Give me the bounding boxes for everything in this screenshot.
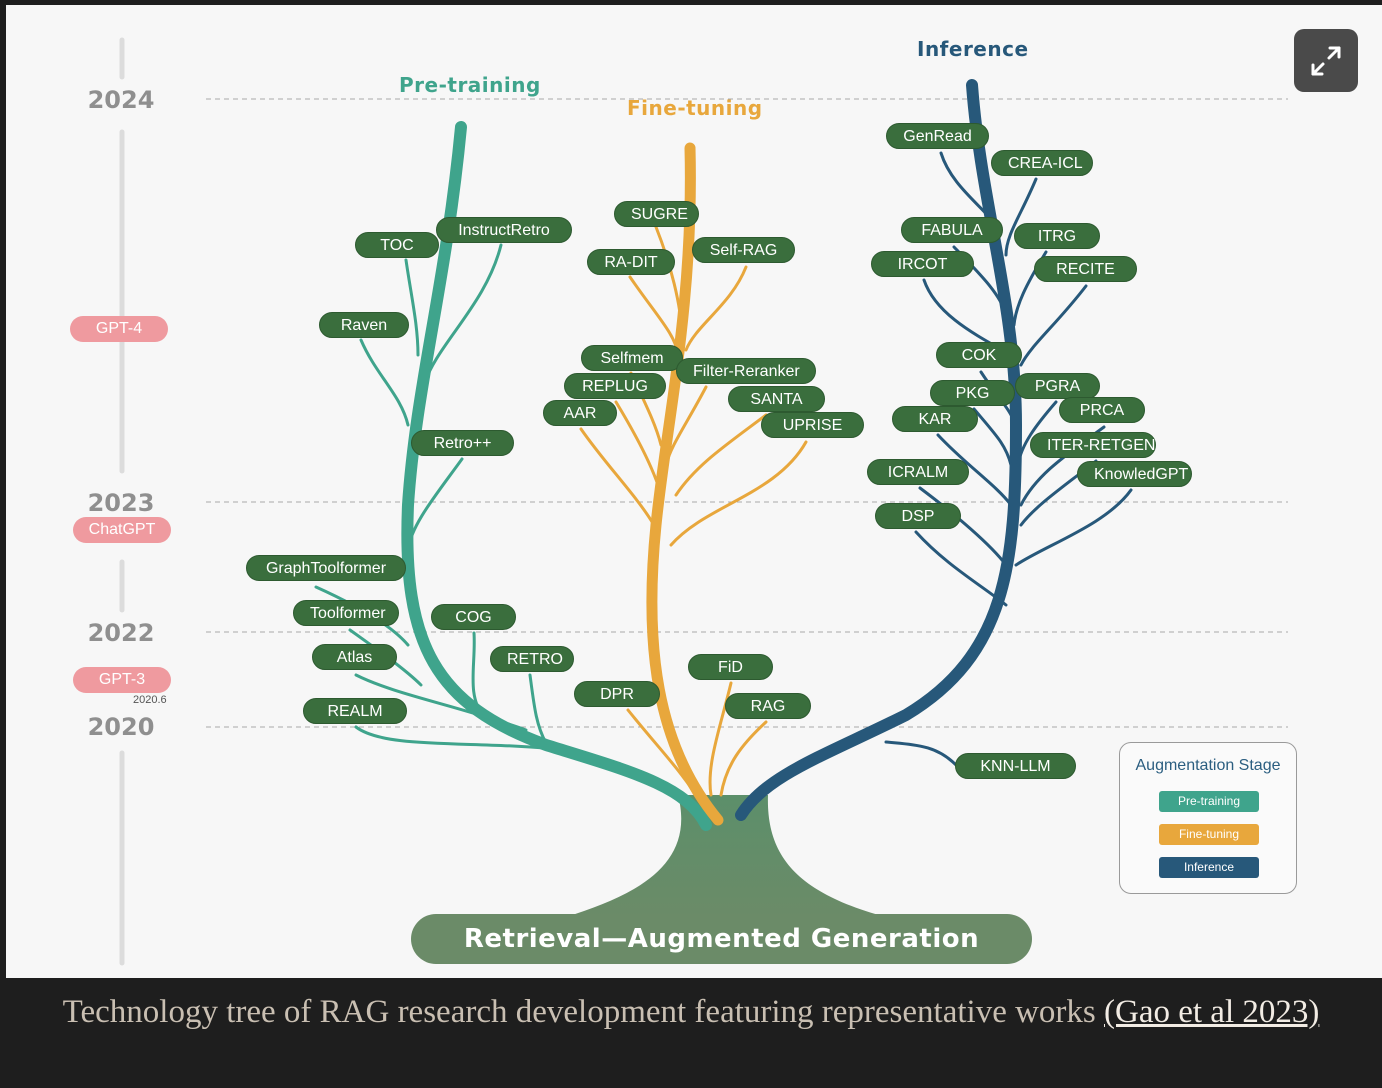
legend-title: Augmentation Stage bbox=[1135, 757, 1281, 774]
figure-caption: Technology tree of RAG research developm… bbox=[0, 992, 1382, 1032]
stage-title-pretraining: Pre-training bbox=[399, 73, 541, 97]
node-knn-llm: KNN-LLM bbox=[955, 753, 1076, 779]
expand-button[interactable] bbox=[1294, 29, 1358, 92]
node-retro: RETRO bbox=[490, 646, 574, 672]
stage-title-finetuning: Fine-tuning bbox=[627, 96, 763, 120]
node-iter-retgen: ITER-RETGEN bbox=[1030, 432, 1156, 458]
node-pgra: PGRA bbox=[1015, 373, 1100, 399]
node-ra-dit: RA-DIT bbox=[587, 249, 675, 275]
node-sugre: SUGRE bbox=[614, 201, 699, 227]
node-ircot: IRCOT bbox=[871, 251, 974, 277]
node-dsp: DSP bbox=[875, 503, 961, 529]
node-atlas: Atlas bbox=[312, 644, 397, 670]
node-fabula: FABULA bbox=[901, 217, 1003, 243]
legend-item-finetuning: Fine-tuning bbox=[1159, 824, 1259, 845]
node-dpr: DPR bbox=[574, 681, 660, 707]
node-cog: COG bbox=[431, 604, 516, 630]
node-toc: TOC bbox=[355, 232, 439, 258]
node-filter-reranker: Filter-Reranker bbox=[676, 358, 816, 384]
node-toolformer: Toolformer bbox=[293, 600, 399, 626]
node-fid: FiD bbox=[688, 654, 773, 680]
node-prca: PRCA bbox=[1059, 397, 1145, 423]
node-aar: AAR bbox=[543, 400, 617, 426]
year-2022: 2022 bbox=[87, 619, 155, 647]
node-cok: COK bbox=[936, 342, 1022, 368]
model-gpt4-badge: GPT-4 bbox=[70, 316, 168, 342]
node-selfmem: Selfmem bbox=[581, 345, 683, 371]
node-icralm: ICRALM bbox=[867, 459, 969, 485]
stage-title-inference: Inference bbox=[917, 37, 1029, 61]
legend-item-pretraining: Pre-training bbox=[1159, 791, 1259, 812]
rag-tech-tree-figure: 2024 2023 2022 2020 GPT-4 ChatGPT GPT-3 … bbox=[6, 5, 1382, 978]
root-label: Retrieval—Augmented Generation bbox=[411, 914, 1032, 964]
node-recite: RECITE bbox=[1034, 256, 1137, 282]
node-self-rag: Self-RAG bbox=[692, 237, 795, 263]
model-gpt3-date: 2020.6 bbox=[133, 694, 167, 706]
node-crea-icl: CREA-ICL bbox=[991, 150, 1093, 176]
node-kar: KAR bbox=[892, 406, 978, 432]
node-replug: REPLUG bbox=[564, 373, 666, 399]
year-2020: 2020 bbox=[87, 713, 155, 741]
node-graphtoolformer: GraphToolformer bbox=[246, 555, 406, 581]
model-chatgpt-badge: ChatGPT bbox=[73, 517, 171, 543]
node-knowledgpt: KnowledGPT bbox=[1077, 461, 1192, 487]
node-realm: REALM bbox=[303, 698, 407, 724]
node-genread: GenRead bbox=[886, 123, 989, 149]
node-santa: SANTA bbox=[728, 386, 825, 412]
year-2023: 2023 bbox=[87, 489, 155, 517]
caption-citation-link[interactable]: (Gao et al 2023) bbox=[1104, 994, 1320, 1030]
legend: Augmentation Stage Pre-training Fine-tun… bbox=[1119, 742, 1297, 894]
node-uprise: UPRISE bbox=[761, 412, 864, 438]
node-raven: Raven bbox=[319, 312, 409, 338]
expand-icon bbox=[1311, 46, 1341, 75]
legend-item-inference: Inference bbox=[1159, 857, 1259, 878]
node-instructretro: InstructRetro bbox=[436, 217, 572, 243]
model-gpt3-badge: GPT-3 bbox=[73, 667, 171, 693]
year-2024: 2024 bbox=[87, 86, 155, 114]
caption-text: Technology tree of RAG research developm… bbox=[62, 994, 1096, 1030]
node-rag: RAG bbox=[725, 693, 811, 719]
node-retro-plus: Retro++ bbox=[411, 430, 514, 456]
node-pkg: PKG bbox=[930, 380, 1015, 406]
node-itrg: ITRG bbox=[1014, 223, 1100, 249]
